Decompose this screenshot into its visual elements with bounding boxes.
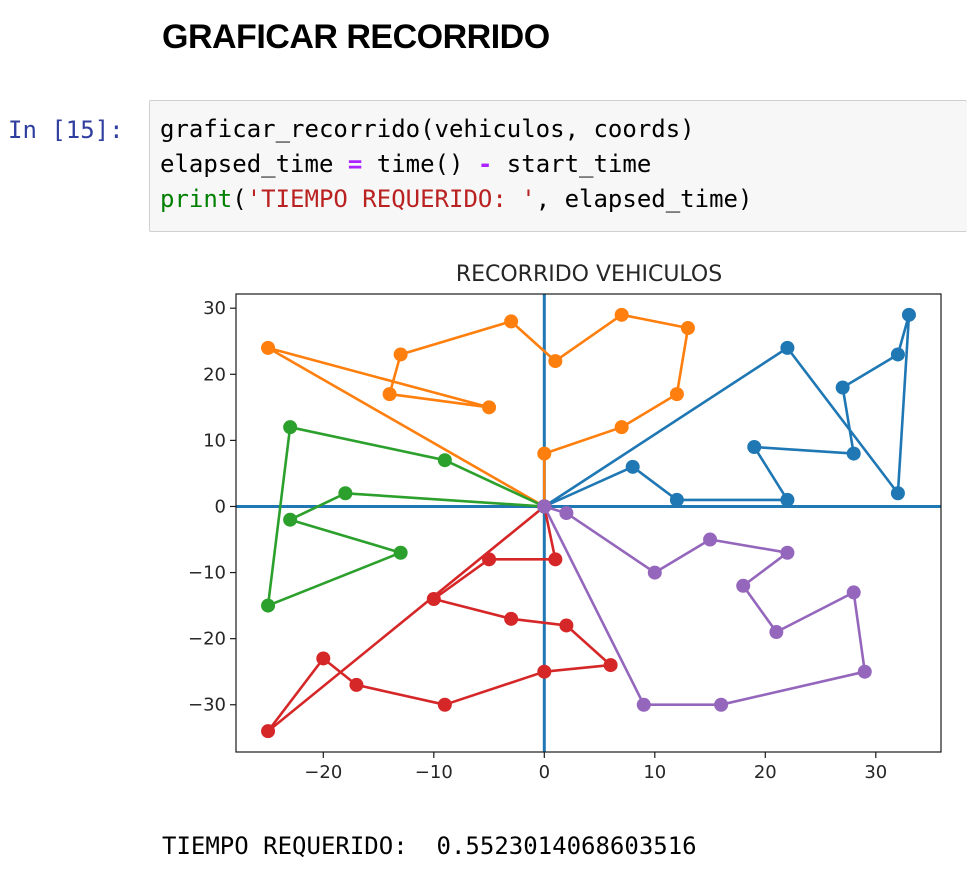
code-token: - [477,150,493,178]
route-line [266,313,690,508]
route-point [283,512,298,527]
route-point [846,585,861,600]
code-token: = [347,150,363,178]
series-2 [261,307,695,514]
route-point [835,380,850,395]
y-tick-label: 30 [203,298,226,319]
route-point [261,598,276,613]
route-point [559,506,574,521]
route-point [714,697,729,712]
code-token: time() [362,150,478,178]
route-chart: RECORRIDO VEHICULOS −20 −10 0 10 20 30 30 20 10… [188,262,942,783]
route-point [703,532,718,547]
route-point [537,664,552,679]
y-tick-label: −10 [188,563,226,584]
section-heading: GRAFICAR RECORRIDO [162,18,550,56]
code-token: print [160,185,233,213]
route-point [901,307,916,322]
route-point [283,420,298,435]
x-tick-label: 20 [754,762,777,783]
x-tick-label: 30 [864,762,887,783]
route-point [603,658,618,673]
y-tick-label: −20 [188,629,226,650]
route-point [393,545,408,560]
code-token: , elapsed_time) [535,185,753,213]
route-point [482,552,497,567]
route-point [736,578,751,593]
route-point [647,565,662,580]
route-point [426,592,441,607]
series-4 [261,499,618,739]
code-token: elapsed_time [160,150,348,178]
route-point [780,492,795,507]
route-line [542,505,867,707]
cell-prompt: In [15]: [8,116,124,144]
x-tick-label: −10 [415,762,453,783]
series-1 [537,307,916,514]
route-point [780,545,795,560]
series-3 [261,420,552,613]
route-point [338,486,353,501]
route-point [680,321,695,336]
plot-area-frame [235,293,942,753]
route-line [266,505,612,733]
route-point [747,439,762,454]
route-point [890,347,905,362]
route-point [504,611,519,626]
x-tick-label: 0 [539,762,550,783]
output-text: TIEMPO REQUERIDO: 0.5523014068603516 [162,832,697,860]
y-tick-label: 0 [215,496,226,517]
y-tick-label: −30 [188,695,226,716]
route-line [266,425,546,607]
route-point [559,618,574,633]
route-point [614,307,629,322]
route-point [857,664,872,679]
route-point [669,492,684,507]
route-point [504,314,519,329]
route-point [482,400,497,415]
route-point [537,499,552,514]
route-point [846,446,861,461]
route-point [890,486,905,501]
y-tick-label: 20 [203,364,226,385]
y-tick-label: 10 [203,430,226,451]
route-point [548,552,563,567]
code-token: 'TIEMPO REQUERIDO: ' [246,185,536,213]
route-point [261,340,276,355]
route-point [316,651,331,666]
series-5 [537,499,872,712]
route-point [437,697,452,712]
route-point [614,420,629,435]
route-line [542,313,911,508]
route-point [393,347,408,362]
code-line-1: graficar_recorrido(vehiculos, coords) [160,115,695,143]
x-tick-label: 10 [643,762,666,783]
route-point [625,459,640,474]
route-point [437,453,452,468]
route-point [769,625,784,640]
route-point [537,446,552,461]
route-point [548,354,563,369]
code-token: start_time [492,150,652,178]
route-point [669,387,684,402]
x-tick-label: −20 [304,762,342,783]
code-token: graficar_recorrido(vehiculos, coords) [160,115,695,143]
chart-title: RECORRIDO VEHICULOS [456,262,722,287]
code-token: ( [232,185,247,213]
route-point [780,340,795,355]
route-point [261,724,276,739]
code-cell[interactable]: graficar_recorrido(vehiculos, coords) el… [149,100,967,232]
route-point [349,677,364,692]
route-point [636,697,651,712]
code-line-2: elapsed_time = time() - start_time [160,150,651,178]
code-line-3: print('TIEMPO REQUERIDO: ', elapsed_time… [160,185,752,213]
route-point [382,387,397,402]
